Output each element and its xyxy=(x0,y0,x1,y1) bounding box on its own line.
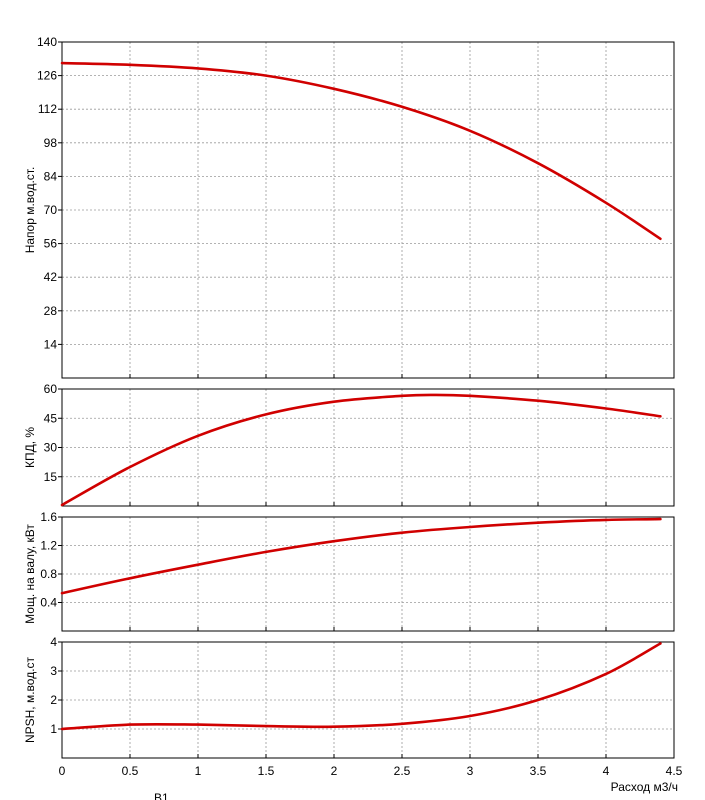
panel-frame xyxy=(61,641,675,759)
y-tick-label: 70 xyxy=(44,203,58,217)
x-axis: 0 0.5 1 1.5 2 2.5 3 3.5 4 4.5 xyxy=(59,764,683,778)
y-tick-label: 28 xyxy=(44,304,58,318)
y-axis-label: NPSH, м.вод.ст xyxy=(23,656,37,743)
panel-frame xyxy=(61,388,675,507)
x-tick-label: 2.5 xyxy=(394,764,411,778)
y-tick-label: 30 xyxy=(44,441,58,455)
y-tick-label: 1.2 xyxy=(40,539,57,553)
series-line-head xyxy=(60,61,662,241)
panel-frame xyxy=(61,41,675,379)
x-tick-label: 4 xyxy=(603,764,610,778)
x-tick-label: 1 xyxy=(195,764,202,778)
y-tick-label: 140 xyxy=(37,35,57,49)
series-line-npsh xyxy=(60,642,662,731)
y-tick-label: 98 xyxy=(44,136,58,150)
x-tick-label: 0.5 xyxy=(122,764,139,778)
x-tick-label: 1.5 xyxy=(258,764,275,778)
series-annotation: В1 xyxy=(154,791,169,800)
x-axis-label: Расход м3/ч xyxy=(611,780,678,794)
y-tick-label: 45 xyxy=(44,411,58,425)
y-tick-label: 60 xyxy=(44,382,58,396)
y-axis-label: Мощ. на валу, кВт xyxy=(23,524,37,624)
y-tick-label: 126 xyxy=(37,69,57,83)
panel-efficiency: 15 30 45 60 КПД, % xyxy=(23,382,675,507)
panel-head: 14 28 42 56 70 84 98 112 126 140 Напор м.вод.ст. xyxy=(23,35,675,379)
panel-npsh: 1 2 3 4 NPSH, м.вод.ст xyxy=(23,635,675,759)
x-tick-label: 4.5 xyxy=(666,764,683,778)
y-tick-label: 4 xyxy=(50,635,57,649)
x-tick-label: 3 xyxy=(467,764,474,778)
y-tick-label: 0.4 xyxy=(40,596,57,610)
y-tick-label: 42 xyxy=(44,270,58,284)
y-tick-label: 15 xyxy=(44,470,58,484)
series-line-efficiency xyxy=(60,393,662,507)
series-line-power xyxy=(60,517,662,595)
y-tick-label: 84 xyxy=(44,169,58,183)
y-axis-label: КПД, % xyxy=(23,427,37,468)
y-tick-label: 56 xyxy=(44,237,58,251)
panel-frame xyxy=(61,516,675,632)
x-tick-label: 0 xyxy=(59,764,66,778)
x-tick-label: 2 xyxy=(331,764,338,778)
y-tick-label: 0.8 xyxy=(40,567,57,581)
y-tick-label: 1.6 xyxy=(40,510,57,524)
y-axis-label: Напор м.вод.ст. xyxy=(23,167,37,254)
x-tick-label: 3.5 xyxy=(530,764,547,778)
y-tick-label: 112 xyxy=(38,102,57,116)
y-tick-label: 14 xyxy=(44,337,58,351)
y-tick-label: 2 xyxy=(50,693,57,707)
y-tick-label: 3 xyxy=(50,664,57,678)
y-tick-label: 1 xyxy=(50,722,57,736)
